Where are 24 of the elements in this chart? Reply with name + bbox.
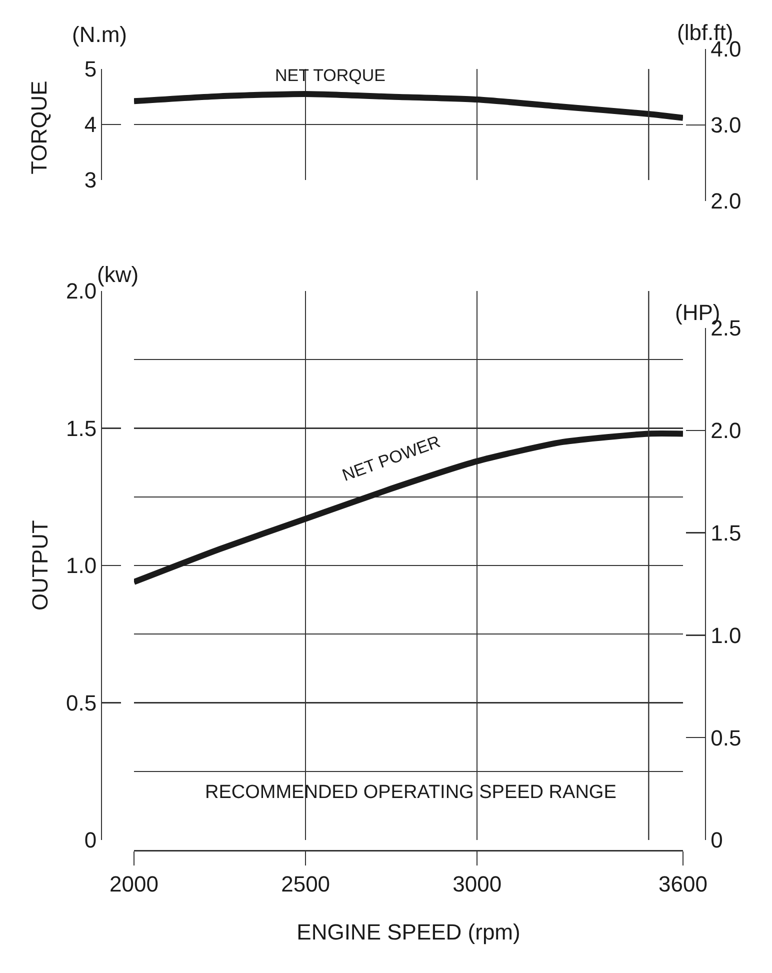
text: (N.m) <box>72 22 127 47</box>
y-tick-label: 0 <box>84 828 97 853</box>
y2-tick-label: 0 <box>710 828 723 853</box>
y-tick-label: 1.5 <box>66 416 97 441</box>
y2-tick-label: 2.0 <box>710 188 742 214</box>
y-tick-label: 0.5 <box>66 690 97 716</box>
x-tick-label: 3600 <box>658 872 708 897</box>
y2-tick-label: 3.0 <box>710 112 742 138</box>
y-tick-label: 3 <box>84 168 97 193</box>
x-tick-label: 2500 <box>281 872 330 897</box>
x-axis-title: ENGINE SPEED (rpm) <box>296 920 520 945</box>
y-tick-label: 4 <box>84 112 97 138</box>
y-axis-title: TORQUE <box>26 80 52 174</box>
y2-tick-label: 1.5 <box>710 520 742 546</box>
y-axis-title: OUTPUT <box>27 520 52 610</box>
x-tick-label: 3000 <box>452 872 502 897</box>
y-tick-label: 2.0 <box>66 278 97 304</box>
y-tick-label: 1.0 <box>66 553 97 578</box>
y2-tick-label: 1.0 <box>710 622 742 648</box>
x-tick-label: 2000 <box>110 872 158 897</box>
y-tick-label: 5 <box>84 56 97 82</box>
text: (kw) <box>97 262 139 287</box>
y2-tick-label: 0.5 <box>710 725 742 750</box>
y2-tick-label: 2.0 <box>710 418 742 444</box>
